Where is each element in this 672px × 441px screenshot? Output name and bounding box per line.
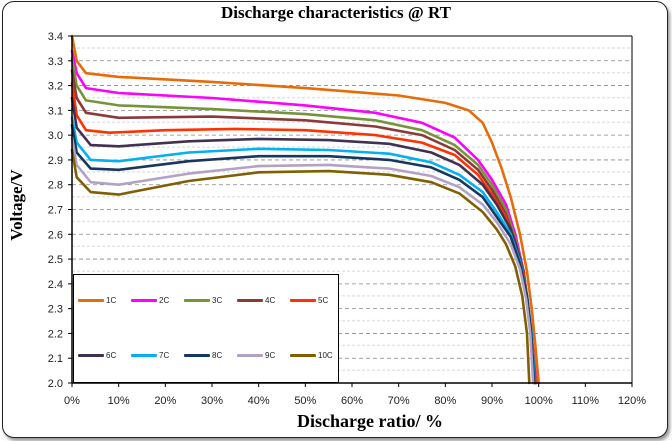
x-tick-label: 100% xyxy=(525,395,553,407)
legend-swatch xyxy=(290,299,316,302)
y-tick: 2.7 xyxy=(48,205,72,217)
y-tick-label: 2.8 xyxy=(48,180,63,192)
y-tick: 2.3 xyxy=(48,304,72,316)
x-tick-label: 20% xyxy=(154,395,176,407)
legend-item-4C: 4C xyxy=(237,296,275,305)
x-tick-label: 80% xyxy=(434,395,456,407)
y-tick: 2.1 xyxy=(48,353,72,365)
legend-item-2C: 2C xyxy=(131,296,169,305)
legend-item-3C: 3C xyxy=(184,296,222,305)
y-tick: 2.5 xyxy=(48,254,72,266)
legend-swatch xyxy=(184,299,210,302)
y-tick: 2.6 xyxy=(48,229,72,241)
legend-swatch xyxy=(131,299,157,302)
legend-swatch xyxy=(184,354,210,357)
x-tick: 70% xyxy=(388,383,410,407)
y-tick-label: 3.1 xyxy=(48,105,63,117)
x-tick: 90% xyxy=(481,383,503,407)
y-tick-label: 2.3 xyxy=(48,304,63,316)
x-tick: 80% xyxy=(434,383,457,407)
y-tick: 2.2 xyxy=(48,328,72,340)
y-tick: 2.9 xyxy=(48,155,72,167)
legend-item-6C: 6C xyxy=(78,351,116,360)
legend-label: 9C xyxy=(265,351,276,360)
x-tick-label: 50% xyxy=(294,395,316,407)
legend-item-9C: 9C xyxy=(237,351,275,360)
y-tick: 2.8 xyxy=(48,180,72,192)
x-tick-label: 110% xyxy=(572,395,600,407)
legend-swatch xyxy=(290,354,316,357)
series-line-1C xyxy=(70,34,540,385)
x-tick: 30% xyxy=(201,383,223,407)
legend-label: 8C xyxy=(212,351,223,360)
x-tick: 10% xyxy=(108,383,130,407)
y-tick-label: 2.9 xyxy=(48,155,63,167)
x-tick-label: 90% xyxy=(481,395,503,407)
y-tick: 3.3 xyxy=(48,56,72,68)
legend-label: 7C xyxy=(159,351,170,360)
y-tick: 3.0 xyxy=(48,130,72,142)
legend-swatch xyxy=(131,354,157,357)
series-line-10C xyxy=(70,148,531,385)
x-tick-label: 30% xyxy=(201,395,223,407)
y-tick-label: 3.2 xyxy=(48,81,63,93)
x-tick-label: 40% xyxy=(248,395,270,407)
y-tick-label: 3.0 xyxy=(48,130,63,142)
y-tick: 2.4 xyxy=(48,279,72,291)
y-tick-label: 2.2 xyxy=(48,328,63,340)
x-tick-label: 120% xyxy=(618,395,646,407)
y-tick-label: 2.1 xyxy=(48,353,63,365)
y-tick-label: 2.4 xyxy=(48,279,63,291)
legend-label: 4C xyxy=(265,296,276,305)
x-tick-label: 10% xyxy=(108,395,130,407)
x-tick: 40% xyxy=(248,383,270,407)
x-tick-label: 0% xyxy=(64,395,80,407)
y-tick: 3.2 xyxy=(48,81,72,93)
x-tick: 110% xyxy=(572,383,600,407)
y-tick: 3.1 xyxy=(48,105,72,117)
legend-item-5C: 5C xyxy=(290,296,328,305)
x-tick-label: 70% xyxy=(388,395,410,407)
y-tick: 3.4 xyxy=(48,31,72,43)
legend-item-7C: 7C xyxy=(131,351,169,360)
legend-item-8C: 8C xyxy=(184,351,222,360)
legend-swatch xyxy=(237,354,263,357)
x-tick: 20% xyxy=(154,383,177,407)
y-tick-label: 2.6 xyxy=(48,229,63,241)
x-tick: 0% xyxy=(64,383,80,407)
legend-label: 1C xyxy=(106,296,117,305)
x-tick: 120% xyxy=(618,383,646,407)
chart-title: Discharge characteristics @ RT xyxy=(220,3,451,22)
legend-item-1C: 1C xyxy=(78,296,116,305)
x-tick-label: 60% xyxy=(341,395,363,407)
legend-label: 6C xyxy=(106,351,117,360)
x-axis-label: Discharge ratio/ % xyxy=(297,411,443,431)
series-line-9C xyxy=(70,136,535,385)
legend-label: 3C xyxy=(212,296,223,305)
legend-label: 5C xyxy=(318,296,329,305)
x-tick: 100% xyxy=(525,383,553,407)
legend-swatch xyxy=(78,299,104,302)
y-tick-label: 3.4 xyxy=(48,31,63,43)
legend-label: 10C xyxy=(318,351,333,360)
legend-swatch xyxy=(78,354,104,357)
y-tick-label: 2.0 xyxy=(48,378,63,390)
legend-label: 2C xyxy=(159,296,170,305)
y-tick-label: 2.5 xyxy=(48,254,63,266)
y-tick: 2.0 xyxy=(48,378,72,390)
legend-item-10C: 10C xyxy=(290,351,333,360)
y-tick-label: 3.3 xyxy=(48,56,63,68)
x-tick: 60% xyxy=(341,383,363,407)
legend-swatch xyxy=(237,299,263,302)
x-tick: 50% xyxy=(294,383,317,407)
legend: 1C 2C 3C 4C 5C 6C 7C 8C 9C 10C xyxy=(73,274,339,383)
y-tick-label: 2.7 xyxy=(48,205,63,217)
